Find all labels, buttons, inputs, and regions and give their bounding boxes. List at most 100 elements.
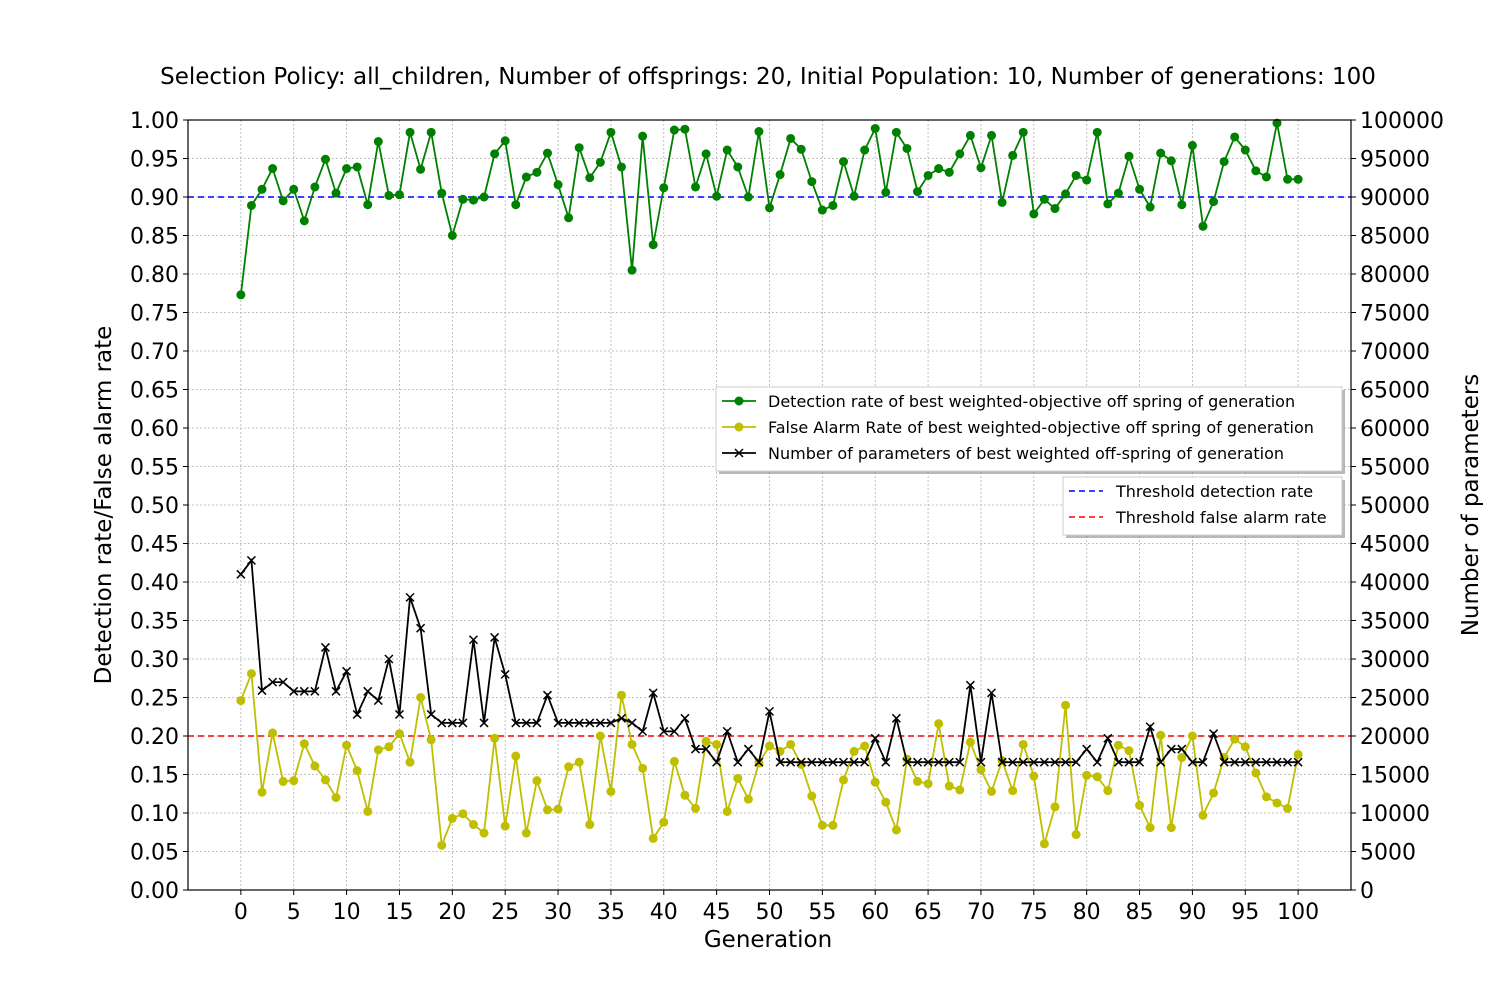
- data-point: [902, 143, 912, 153]
- data-point: [1156, 757, 1166, 767]
- y2-tick-label: 45000: [1360, 533, 1430, 558]
- data-point: [320, 154, 330, 164]
- data-point: [944, 167, 954, 177]
- data-point: [616, 162, 626, 172]
- data-point: [1145, 823, 1155, 833]
- data-point: [923, 779, 933, 789]
- data-point: [447, 231, 457, 240]
- data-point: [468, 195, 478, 205]
- data-point: [680, 124, 690, 134]
- data-point: [585, 820, 595, 830]
- data-point: [1187, 140, 1197, 150]
- data-point: [997, 757, 1007, 767]
- data-point: [1029, 209, 1039, 219]
- data-point: [1039, 839, 1049, 849]
- data-point: [331, 686, 341, 696]
- y2-tick-label: 50000: [1360, 494, 1430, 519]
- data-point: [1293, 174, 1303, 184]
- y-tick-label: 0.90: [130, 186, 179, 211]
- data-point: [1071, 170, 1081, 180]
- y-tick-label: 0.05: [130, 841, 179, 866]
- data-point: [299, 739, 309, 749]
- x-tick-label: 50: [756, 900, 784, 925]
- data-point: [648, 688, 658, 698]
- x-tick-label: 5: [287, 900, 301, 925]
- data-point: [786, 133, 796, 143]
- data-point: [1198, 221, 1208, 231]
- data-point: [1209, 788, 1219, 798]
- legend-marker: [734, 422, 744, 432]
- data-point: [701, 744, 711, 754]
- data-point: [1008, 150, 1018, 160]
- data-point: [648, 833, 658, 843]
- y2-tick-label: 90000: [1360, 186, 1430, 211]
- data-point: [1061, 189, 1071, 199]
- data-point: [807, 757, 817, 767]
- data-point: [1113, 740, 1123, 750]
- y2-tick-label: 85000: [1360, 225, 1430, 250]
- data-point: [236, 290, 246, 300]
- x-tick-label: 90: [1178, 900, 1206, 925]
- data-point: [965, 737, 975, 747]
- data-point: [934, 719, 944, 729]
- x-tick-label: 45: [703, 900, 731, 925]
- y-tick-label: 1.00: [130, 109, 179, 134]
- data-point: [775, 757, 785, 767]
- data-point: [479, 828, 489, 838]
- data-point: [1103, 733, 1113, 743]
- data-point: [331, 188, 341, 198]
- data-point: [426, 709, 436, 719]
- data-point: [659, 183, 669, 193]
- data-point: [521, 828, 531, 838]
- data-point: [743, 744, 753, 754]
- data-point: [722, 806, 732, 816]
- data-point: [1187, 757, 1197, 767]
- y-tick-label: 0.95: [130, 148, 179, 173]
- data-point: [553, 804, 563, 814]
- data-point: [786, 739, 796, 749]
- data-point: [331, 793, 341, 803]
- y2-tick-label: 40000: [1360, 571, 1430, 596]
- data-point: [521, 172, 531, 182]
- data-point: [479, 718, 489, 728]
- data-point: [870, 777, 880, 787]
- data-point: [1103, 786, 1113, 796]
- data-point: [638, 726, 648, 736]
- data-point: [712, 191, 722, 201]
- data-point: [1283, 803, 1293, 813]
- data-point: [1008, 757, 1018, 767]
- y2-tick-label: 65000: [1360, 379, 1430, 404]
- data-point: [542, 805, 552, 815]
- legend-label: Threshold false alarm rate: [1115, 508, 1327, 527]
- data-point: [807, 791, 817, 801]
- data-point: [1283, 757, 1293, 767]
- data-point: [627, 739, 637, 749]
- data-point: [1230, 734, 1240, 744]
- data-point: [976, 757, 986, 767]
- x-tick-label: 25: [491, 900, 519, 925]
- y2-tick-label: 5000: [1360, 841, 1416, 866]
- data-point: [1166, 156, 1176, 166]
- data-point: [585, 718, 595, 728]
- data-point: [817, 205, 827, 215]
- data-point: [363, 806, 373, 816]
- x-axis-label: Generation: [704, 927, 832, 953]
- data-point: [1135, 184, 1145, 194]
- data-point: [447, 718, 457, 728]
- data-point: [712, 757, 722, 767]
- data-point: [490, 149, 500, 159]
- data-point: [1219, 757, 1229, 767]
- y-tick-label: 0.30: [130, 648, 179, 673]
- data-point: [690, 803, 700, 813]
- data-point: [860, 145, 870, 155]
- data-point: [1272, 757, 1282, 767]
- y-tick-label: 0.00: [130, 879, 179, 904]
- data-point: [1018, 127, 1028, 137]
- y-tick-label: 0.70: [130, 340, 179, 365]
- data-point: [1061, 757, 1071, 767]
- data-point: [1082, 770, 1092, 780]
- data-point: [257, 184, 267, 194]
- data-point: [1177, 753, 1187, 763]
- data-point: [373, 137, 383, 147]
- data-point: [1283, 174, 1293, 184]
